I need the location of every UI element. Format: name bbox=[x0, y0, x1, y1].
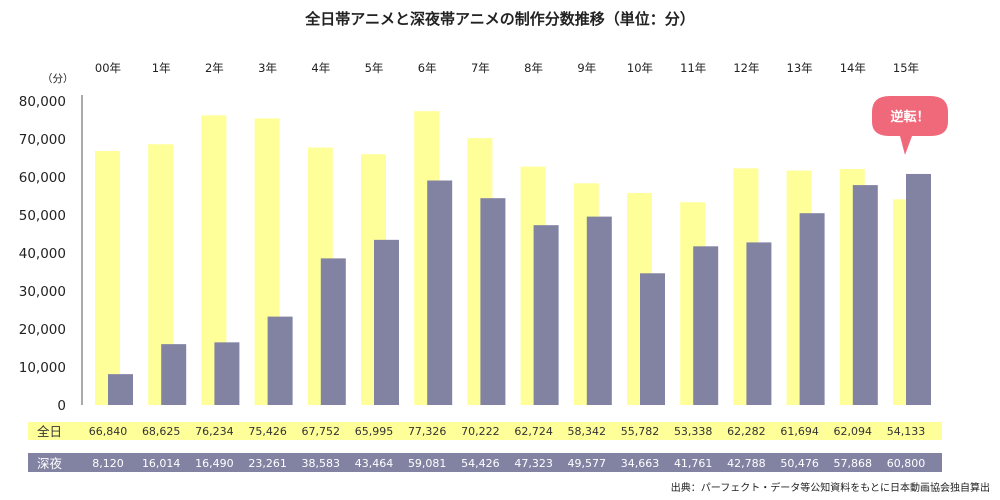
table-cell: 67,752 bbox=[302, 425, 341, 438]
y-tick-label: 30,000 bbox=[19, 284, 66, 300]
bar-night-3 bbox=[267, 316, 293, 405]
table-cell: 59,081 bbox=[408, 457, 447, 470]
x-tick-label: 8年 bbox=[524, 61, 543, 75]
table-cell: 58,342 bbox=[568, 425, 607, 438]
chart-title: 全日帯アニメと深夜帯アニメの制作分数推移（単位：分） bbox=[304, 10, 694, 28]
y-tick-label: 20,000 bbox=[19, 322, 66, 338]
table-cell: 47,323 bbox=[514, 457, 553, 470]
x-tick-label: 14年 bbox=[840, 61, 866, 75]
x-tick-label: 00年 bbox=[95, 61, 121, 75]
data-table: 全日 66,840 68,625 76,234 75,426 67,752 65,995 77… bbox=[28, 422, 942, 472]
bar-night-2 bbox=[214, 342, 240, 405]
table-cell: 8,120 bbox=[92, 457, 124, 470]
bar-night-9 bbox=[586, 216, 612, 405]
table-cell: 16,490 bbox=[195, 457, 234, 470]
source-note: 出典：パーフェクト・データ等公知資料をもとに日本動画協会独自算出 bbox=[671, 481, 990, 494]
x-axis-labels: 00年 1年 2年 3年 4年 5年 6年 7年 8年 9年 10年 11年 12年 13年 14年 15年 bbox=[95, 61, 919, 75]
y-tick-label: 0 bbox=[57, 398, 66, 414]
table-cell: 62,094 bbox=[834, 425, 873, 438]
table-cell: 66,840 bbox=[89, 425, 128, 438]
callout-bubble bbox=[872, 96, 948, 155]
table-cell: 65,995 bbox=[355, 425, 394, 438]
table-cell: 68,625 bbox=[142, 425, 181, 438]
series-night-bars bbox=[108, 173, 931, 405]
callout-text: 逆転！ bbox=[890, 109, 929, 125]
bar-night-13 bbox=[799, 213, 825, 405]
bar-night-1 bbox=[161, 344, 187, 405]
table-row-label: 全日 bbox=[37, 424, 62, 439]
table-cell: 54,426 bbox=[461, 457, 500, 470]
table-cell: 60,800 bbox=[887, 457, 926, 470]
x-tick-label: 13年 bbox=[787, 61, 813, 75]
table-cell: 34,663 bbox=[621, 457, 660, 470]
table-cell: 77,326 bbox=[408, 425, 447, 438]
table-cell: 41,761 bbox=[674, 457, 713, 470]
table-cell: 55,782 bbox=[621, 425, 660, 438]
bar-night-7 bbox=[480, 198, 506, 405]
bar-night-6 bbox=[427, 180, 453, 405]
bar-night-10 bbox=[640, 273, 665, 405]
bar-night-8 bbox=[533, 225, 559, 405]
x-tick-label: 3年 bbox=[258, 61, 277, 75]
y-tick-label: 60,000 bbox=[19, 170, 66, 186]
bar-night-15 bbox=[906, 173, 931, 405]
table-cell: 75,426 bbox=[248, 425, 287, 438]
bar-night-11 bbox=[693, 246, 719, 405]
x-tick-label: 5年 bbox=[365, 61, 384, 75]
y-tick-label: 80,000 bbox=[19, 94, 66, 110]
table-cell: 42,788 bbox=[727, 457, 766, 470]
table-row-day bbox=[28, 422, 942, 440]
table-cell: 57,868 bbox=[834, 457, 873, 470]
table-cell: 16,014 bbox=[142, 457, 181, 470]
table-cell: 76,234 bbox=[195, 425, 234, 438]
table-cell: 38,583 bbox=[302, 457, 341, 470]
y-tick-label: 40,000 bbox=[19, 246, 66, 262]
table-cell: 61,694 bbox=[780, 425, 819, 438]
table-cell: 70,222 bbox=[461, 425, 500, 438]
y-tick-label: 10,000 bbox=[19, 360, 66, 376]
table-cell: 62,282 bbox=[727, 425, 766, 438]
x-tick-label: 4年 bbox=[311, 61, 330, 75]
bar-night-4 bbox=[320, 258, 346, 405]
x-tick-label: 11年 bbox=[680, 61, 706, 75]
bar-night-12 bbox=[746, 242, 772, 405]
table-cell: 53,338 bbox=[674, 425, 713, 438]
x-tick-label: 15年 bbox=[893, 61, 919, 75]
y-unit-label: （分） bbox=[42, 73, 74, 85]
table-cell: 49,577 bbox=[568, 457, 607, 470]
table-cell: 43,464 bbox=[355, 457, 394, 470]
bar-day-0 bbox=[95, 151, 120, 405]
x-tick-label: 1年 bbox=[152, 61, 171, 75]
table-row-night bbox=[28, 453, 942, 472]
y-tick-label: 50,000 bbox=[19, 208, 66, 224]
table-row-label: 深夜 bbox=[37, 456, 63, 471]
bar-night-5 bbox=[374, 239, 399, 405]
y-axis: 0 10,000 20,000 30,000 40,000 50,000 60,000 70,… bbox=[19, 94, 83, 414]
table-cell: 23,261 bbox=[248, 457, 287, 470]
reversal-callout: 逆転！ bbox=[872, 96, 948, 155]
x-tick-label: 10年 bbox=[627, 61, 653, 75]
x-tick-label: 2年 bbox=[205, 61, 224, 75]
table-cell: 62,724 bbox=[514, 425, 553, 438]
table-cell: 50,476 bbox=[780, 457, 819, 470]
y-tick-label: 70,000 bbox=[19, 132, 66, 148]
table-cell: 54,133 bbox=[887, 425, 926, 438]
x-tick-label: 9年 bbox=[577, 61, 596, 75]
x-tick-label: 6年 bbox=[418, 61, 437, 75]
x-tick-label: 12年 bbox=[733, 61, 759, 75]
x-tick-label: 7年 bbox=[471, 61, 490, 75]
bar-night-14 bbox=[852, 185, 878, 405]
bar-night-0 bbox=[108, 374, 133, 405]
